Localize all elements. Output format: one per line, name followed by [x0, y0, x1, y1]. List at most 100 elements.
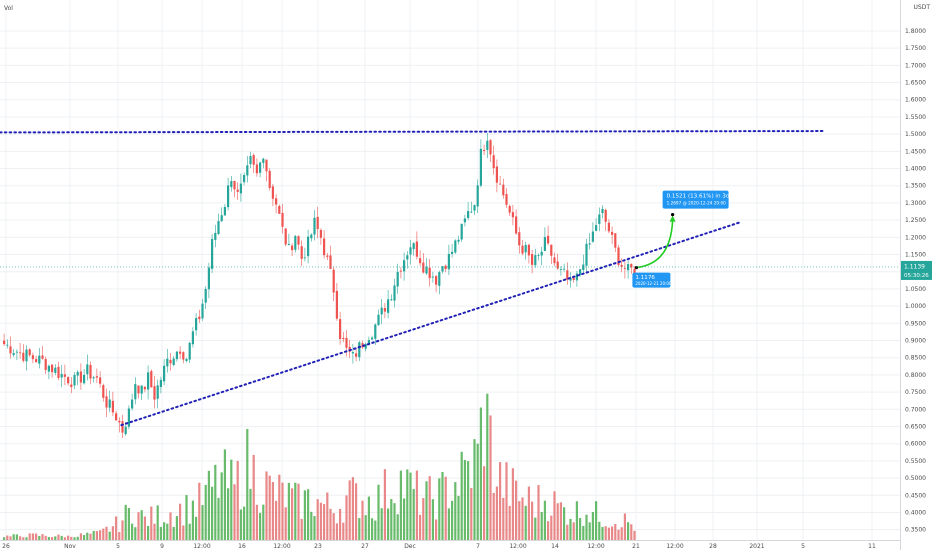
candle [627, 264, 630, 271]
candle [585, 243, 588, 266]
volume-bar [246, 428, 249, 540]
trendlines[interactable] [0, 130, 826, 427]
time-tick-label: Nov [64, 543, 76, 550]
volume-bar [527, 486, 530, 540]
price-tick-label: 0.7000 [905, 406, 926, 413]
projection-curve[interactable] [636, 220, 674, 269]
price-tick-label: 0.9500 [905, 320, 926, 327]
price-axis[interactable]: 1.8000 1.7500 1.7000 1.6500 1.6000 1.5500 1.50… [905, 28, 926, 534]
candle [502, 184, 505, 196]
volume-bar [431, 499, 434, 540]
volume-bar [342, 522, 345, 540]
candle [310, 234, 313, 239]
candle [95, 376, 98, 378]
candle [431, 276, 434, 278]
volume-bar [598, 521, 601, 540]
time-tick-label: 16 [238, 543, 246, 550]
candle [483, 149, 486, 151]
volume-bar [223, 449, 226, 540]
volume-bar [303, 490, 306, 540]
volume-bar [601, 526, 604, 540]
time-tick-label: 12:00 [509, 543, 526, 550]
time-tick-label: 5 [801, 543, 805, 550]
volume-bar [227, 488, 230, 540]
candle [249, 156, 252, 165]
candle [147, 372, 150, 390]
candle [335, 290, 338, 319]
price-tick-label: 0.9000 [905, 338, 926, 345]
volume-bar [31, 533, 34, 540]
candle [579, 269, 582, 275]
candle [79, 371, 82, 383]
candle [12, 353, 15, 355]
candle [377, 314, 380, 326]
candle [131, 399, 134, 409]
candle [527, 244, 530, 256]
candle [630, 263, 633, 268]
point-label: 1.1176 [635, 275, 655, 281]
candle [63, 374, 66, 377]
resistance-trendline[interactable] [0, 130, 826, 134]
volume-bar [316, 499, 319, 540]
candle [499, 183, 502, 185]
volume-bar [28, 533, 31, 540]
candle [198, 316, 201, 320]
candle [223, 207, 226, 216]
candle [294, 236, 297, 250]
candle [3, 340, 6, 345]
candle [118, 420, 121, 423]
volume-bar [419, 514, 422, 540]
volume-bar [102, 528, 105, 540]
candle [262, 158, 265, 163]
volume-bar [108, 531, 111, 540]
projection-start-point[interactable] [634, 265, 639, 270]
volume-bar [633, 530, 636, 540]
candle [422, 262, 425, 273]
volume-bar [323, 504, 326, 540]
volume-bar [591, 512, 594, 540]
volume-bar [233, 484, 236, 540]
projection-end-point[interactable] [671, 213, 675, 217]
candle [367, 340, 370, 345]
volume-bar [204, 484, 207, 540]
volume-bar [73, 537, 76, 540]
candle [255, 164, 258, 174]
candle [73, 374, 76, 386]
candle [121, 421, 124, 433]
candle [415, 241, 418, 257]
candle [153, 386, 156, 400]
volume-bar [374, 520, 377, 540]
volume-bar [137, 512, 140, 540]
candle [355, 353, 358, 357]
support-trendline[interactable] [120, 221, 741, 427]
candle [47, 365, 50, 372]
volume-bar [563, 507, 566, 540]
price-tick-label: 0.7500 [905, 389, 926, 396]
volume-bar [399, 470, 402, 540]
candle [51, 364, 54, 373]
candle [563, 268, 566, 270]
volume-bar [99, 530, 102, 540]
candle [6, 344, 9, 346]
candle [380, 307, 383, 315]
price-tick-label: 1.2000 [905, 234, 926, 241]
volume-bar [540, 512, 543, 540]
volume-bar [188, 523, 191, 540]
candle [444, 265, 447, 270]
labels: 0.1521 (13.61%) in 3d1.2697 @ 2020-12-24… [0, 190, 932, 288]
candle [108, 399, 111, 408]
volume-bars [3, 393, 636, 540]
candle [191, 331, 194, 345]
candle [179, 351, 182, 354]
candle [150, 371, 153, 388]
volume-bar [47, 537, 50, 540]
candle [393, 285, 396, 301]
candle [19, 352, 22, 354]
volume-bar [364, 515, 367, 540]
time-tick-label: 12:00 [666, 543, 683, 550]
time-axis[interactable]: 26 Nov 5 9 12:00 16 12:00 23 27 Dec 7 12:00 14 12:00 2… [2, 543, 876, 550]
candle [518, 232, 521, 246]
volume-bar [35, 533, 38, 540]
